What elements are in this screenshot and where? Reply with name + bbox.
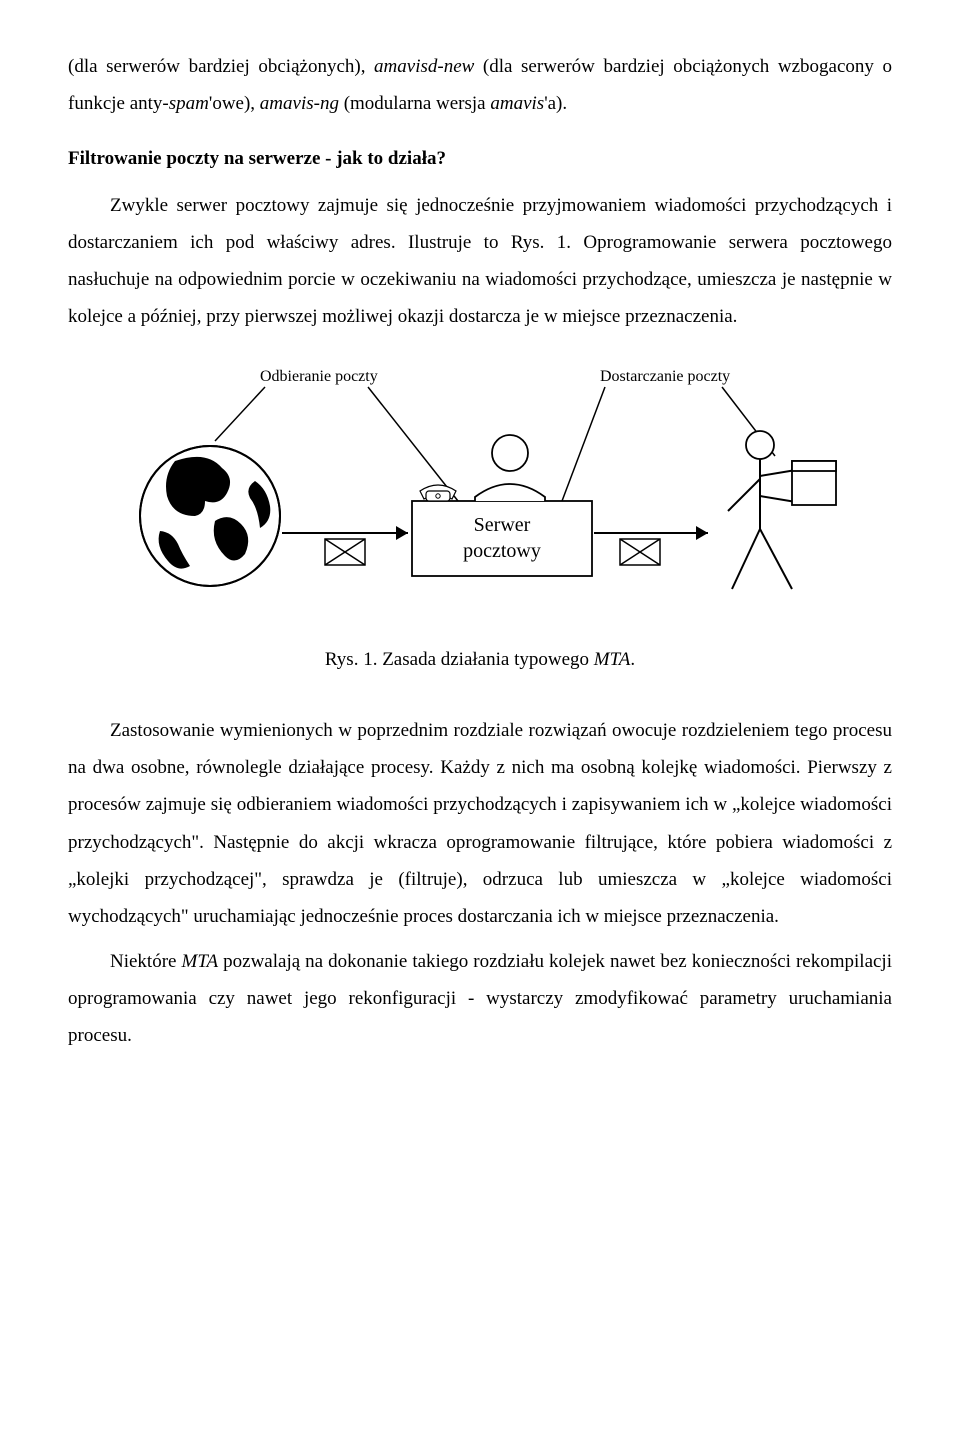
p3-prefix: Niektóre — [110, 951, 182, 972]
server-label-2: pocztowy — [463, 540, 541, 562]
label-delivering: Dostarczanie poczty — [600, 368, 730, 385]
caption-mta: MTA — [594, 649, 631, 670]
figure-caption: Rys. 1. Zasada działania typowego MTA. — [68, 641, 892, 678]
caption-suffix: . — [630, 649, 635, 670]
amavis-term: amavis — [490, 93, 544, 114]
intro-text-3: 'owe), — [209, 93, 260, 114]
body-paragraph-2: Zastosowanie wymienionych w poprzednim r… — [68, 712, 892, 934]
label-receiving: Odbieranie poczty — [260, 368, 378, 385]
operator-icon — [475, 435, 545, 501]
p3-mta: MTA — [182, 951, 219, 972]
courier-icon — [728, 431, 836, 589]
intro-text-1: (dla serwerów bardziej obciążonych), — [68, 56, 374, 77]
envelope-right-icon — [620, 539, 660, 565]
phone-icon — [420, 485, 456, 501]
arrow-out-icon — [594, 526, 708, 540]
body-paragraph-1: Zwykle serwer pocztowy zajmuje się jedno… — [68, 187, 892, 335]
amavis-ng-term: amavis-ng — [260, 93, 339, 114]
intro-text-4: (modularna wersja — [339, 93, 490, 114]
arrow-in-icon — [282, 526, 408, 540]
body-paragraph-3: Niektóre MTA pozwalają na dokonanie taki… — [68, 943, 892, 1054]
caption-prefix: Rys. 1. Zasada działania typowego — [325, 649, 594, 670]
section-heading: Filtrowanie poczty na serwerze - jak to … — [68, 140, 892, 177]
figure-container: Odbieranie poczty Dostarczanie poczty — [68, 361, 892, 621]
intro-paragraph: (dla serwerów bardziej obciążonych), ama… — [68, 48, 892, 122]
spam-term: spam — [169, 93, 209, 114]
server-label-1: Serwer — [474, 514, 531, 536]
globe-icon — [140, 446, 280, 586]
envelope-left-icon — [325, 539, 365, 565]
intro-text-5: 'a). — [544, 93, 567, 114]
amavisd-new-term: amavisd-new — [374, 56, 474, 77]
mta-diagram: Odbieranie poczty Dostarczanie poczty — [120, 361, 840, 621]
server-box: Serwer pocztowy — [412, 501, 592, 576]
